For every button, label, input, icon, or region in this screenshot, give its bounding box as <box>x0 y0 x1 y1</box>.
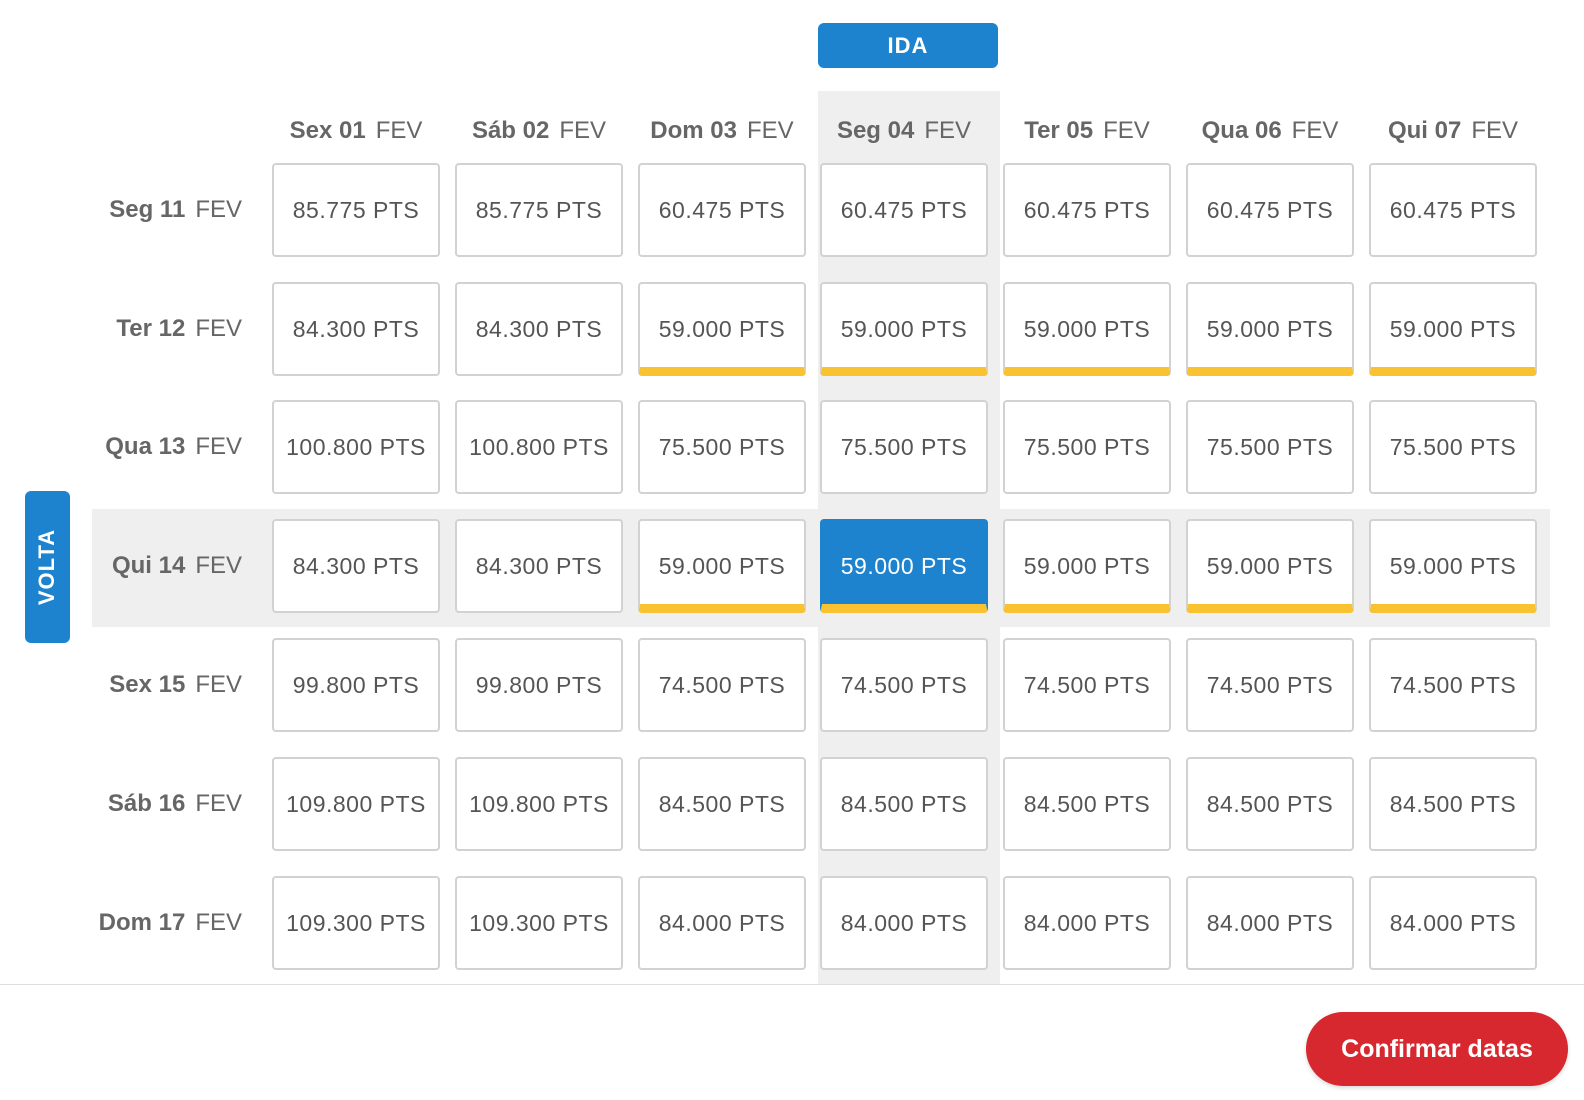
price-cell[interactable]: 59.000 PTS <box>1369 282 1537 376</box>
price-cell[interactable]: 84.000 PTS <box>1369 876 1537 970</box>
outbound-date-header: Qui 07 FEV <box>1369 110 1537 152</box>
price-cell[interactable]: 59.000 PTS <box>1003 282 1171 376</box>
price-cell[interactable]: 109.300 PTS <box>455 876 623 970</box>
price-cell[interactable]: 75.500 PTS <box>638 400 806 494</box>
price-cell[interactable]: 59.000 PTS <box>638 282 806 376</box>
date-month: FEV <box>195 196 242 223</box>
price-cell[interactable]: 60.475 PTS <box>638 163 806 257</box>
price-cell[interactable]: 74.500 PTS <box>638 638 806 732</box>
price-cell[interactable]: 60.475 PTS <box>1369 163 1537 257</box>
date-day: Sáb 16 <box>107 790 186 817</box>
price-cell[interactable]: 109.800 PTS <box>272 757 440 851</box>
date-month: FEV <box>195 552 242 579</box>
date-day: Qui 07 <box>1387 117 1462 144</box>
price-cell[interactable]: 99.800 PTS <box>455 638 623 732</box>
price-cell[interactable]: 99.800 PTS <box>272 638 440 732</box>
date-month: FEV <box>924 117 972 144</box>
date-month: FEV <box>195 315 242 342</box>
date-day: Dom 17 <box>98 909 186 936</box>
price-cell[interactable]: 84.500 PTS <box>1003 757 1171 851</box>
price-cell[interactable]: 109.800 PTS <box>455 757 623 851</box>
price-cell[interactable]: 84.500 PTS <box>1186 757 1354 851</box>
price-cell[interactable]: 84.000 PTS <box>820 876 988 970</box>
price-cell[interactable]: 109.300 PTS <box>272 876 440 970</box>
return-date-header: Qui 14 FEV <box>80 519 242 613</box>
price-cell[interactable]: 75.500 PTS <box>1369 400 1537 494</box>
date-month: FEV <box>1291 117 1339 144</box>
outbound-date-header: Sex 01 FEV <box>272 110 440 152</box>
price-cell[interactable]: 84.000 PTS <box>1003 876 1171 970</box>
outbound-date-header: Ter 05 FEV <box>1003 110 1171 152</box>
date-month: FEV <box>195 790 242 817</box>
date-month: FEV <box>559 117 607 144</box>
price-cell[interactable]: 100.800 PTS <box>272 400 440 494</box>
price-cell[interactable]: 85.775 PTS <box>272 163 440 257</box>
price-cell[interactable]: 84.300 PTS <box>272 519 440 613</box>
confirm-dates-button[interactable]: Confirmar datas <box>1306 1012 1568 1086</box>
date-day: Seg 04 <box>836 117 915 144</box>
price-cell[interactable]: 74.500 PTS <box>1369 638 1537 732</box>
footer-divider <box>0 984 1584 985</box>
price-cell[interactable]: 84.300 PTS <box>455 519 623 613</box>
date-month: FEV <box>195 671 242 698</box>
return-date-header: Dom 17 FEV <box>80 876 242 970</box>
date-month: FEV <box>1471 117 1519 144</box>
return-date-header: Sáb 16 FEV <box>80 757 242 851</box>
price-cell[interactable]: 74.500 PTS <box>820 638 988 732</box>
outbound-label-text: IDA <box>887 32 929 58</box>
price-cell[interactable]: 84.500 PTS <box>638 757 806 851</box>
outbound-date-header: Dom 03 FEV <box>638 110 806 152</box>
date-day: Sex 01 <box>289 117 366 144</box>
price-cell[interactable]: 100.800 PTS <box>455 400 623 494</box>
price-cell[interactable]: 84.500 PTS <box>1369 757 1537 851</box>
price-cell[interactable]: 59.000 PTS <box>638 519 806 613</box>
date-month: FEV <box>375 117 423 144</box>
price-cell[interactable]: 84.300 PTS <box>455 282 623 376</box>
outbound-label: IDA <box>818 23 998 68</box>
price-cell[interactable]: 60.475 PTS <box>1003 163 1171 257</box>
price-cell[interactable]: 75.500 PTS <box>1003 400 1171 494</box>
price-cell[interactable]: 74.500 PTS <box>1003 638 1171 732</box>
price-cell[interactable]: 84.300 PTS <box>272 282 440 376</box>
date-month: FEV <box>195 433 242 460</box>
price-cell-selected[interactable]: 59.000 PTS <box>820 519 988 613</box>
date-month: FEV <box>195 909 242 936</box>
date-month: FEV <box>747 117 794 144</box>
outbound-date-header: Qua 06 FEV <box>1186 110 1354 152</box>
price-cell[interactable]: 84.500 PTS <box>820 757 988 851</box>
date-day: Sex 15 <box>109 671 186 698</box>
price-cell[interactable]: 59.000 PTS <box>1003 519 1171 613</box>
outbound-date-header: Seg 04 FEV <box>820 110 988 152</box>
return-date-header: Qua 13 FEV <box>80 400 242 494</box>
price-cell[interactable]: 75.500 PTS <box>1186 400 1354 494</box>
return-label-text: VOLTA <box>34 528 60 606</box>
date-day: Seg 11 <box>109 196 186 223</box>
return-date-header: Sex 15 FEV <box>80 638 242 732</box>
return-date-header: Seg 11 FEV <box>80 163 242 257</box>
date-day: Qua 13 <box>105 433 186 460</box>
date-day: Qui 14 <box>111 552 186 579</box>
date-day: Ter 12 <box>116 315 186 342</box>
outbound-date-header: Sáb 02 FEV <box>455 110 623 152</box>
price-cell[interactable]: 84.000 PTS <box>638 876 806 970</box>
date-day: Ter 05 <box>1024 117 1094 144</box>
price-cell[interactable]: 59.000 PTS <box>1369 519 1537 613</box>
price-cell[interactable]: 85.775 PTS <box>455 163 623 257</box>
price-cell[interactable]: 59.000 PTS <box>820 282 988 376</box>
price-cell[interactable]: 59.000 PTS <box>1186 519 1354 613</box>
return-date-header: Ter 12 FEV <box>80 282 242 376</box>
price-cell[interactable]: 74.500 PTS <box>1186 638 1354 732</box>
date-day: Qua 06 <box>1201 117 1282 144</box>
price-cell[interactable]: 75.500 PTS <box>820 400 988 494</box>
date-month: FEV <box>1103 117 1150 144</box>
price-cell[interactable]: 60.475 PTS <box>1186 163 1354 257</box>
price-cell[interactable]: 84.000 PTS <box>1186 876 1354 970</box>
date-day: Sáb 02 <box>471 117 550 144</box>
price-cell[interactable]: 59.000 PTS <box>1186 282 1354 376</box>
price-cell[interactable]: 60.475 PTS <box>820 163 988 257</box>
date-day: Dom 03 <box>650 117 737 144</box>
return-label: VOLTA <box>25 491 70 643</box>
